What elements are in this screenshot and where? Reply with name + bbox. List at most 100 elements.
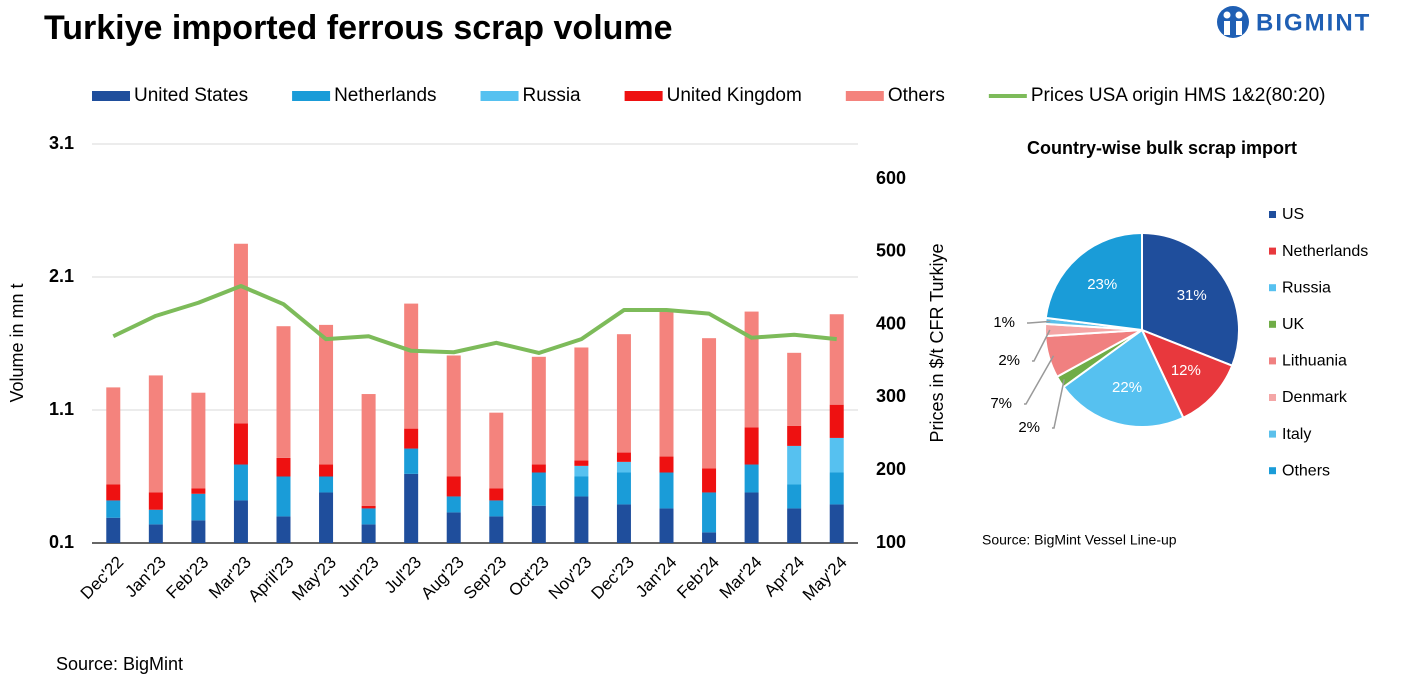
legend-marker <box>1269 284 1276 292</box>
legend-label: Netherlands <box>334 85 436 106</box>
bar-segment <box>574 460 589 466</box>
legend-marker <box>1269 320 1276 328</box>
bar-segment <box>276 516 291 543</box>
logo-icon-bar <box>1236 21 1242 35</box>
bar-segment <box>233 423 248 465</box>
bar-segment <box>361 505 376 509</box>
bar-segment <box>148 492 163 510</box>
bar-segment <box>191 392 206 489</box>
y2-tick-label: 300 <box>876 386 906 406</box>
bar-segment <box>574 476 589 497</box>
bar-segment <box>276 476 291 517</box>
pie-label: 2% <box>1018 419 1040 436</box>
leader-line <box>1027 320 1051 324</box>
bar-segment <box>446 512 461 543</box>
pie-title: Country-wise bulk scrap import <box>1027 138 1297 158</box>
bar-segment <box>191 520 206 543</box>
logo-icon-dot <box>1223 11 1231 19</box>
page-title: Turkiye imported ferrous scrap volume <box>44 9 673 47</box>
pie-slice <box>1044 231 1143 332</box>
bar-segment <box>276 457 291 477</box>
legend-label: UK <box>1282 316 1305 333</box>
y2-tick-label: 400 <box>876 313 906 333</box>
bar-segment <box>702 468 717 493</box>
legend-marker <box>1269 467 1276 475</box>
legend-marker <box>1269 211 1276 218</box>
bar-segment <box>191 488 206 494</box>
bar-segment <box>361 524 376 543</box>
bar-segment <box>659 456 674 473</box>
bar-segment <box>574 347 589 461</box>
bar-segment <box>616 452 631 462</box>
bar-segment <box>531 356 546 465</box>
bar-segment <box>787 508 802 543</box>
bar-segment <box>489 500 504 517</box>
x-tick-label: April'23 <box>244 553 297 606</box>
legend-label: Lithuania <box>1282 353 1347 370</box>
y2-tick-label: 200 <box>876 459 906 479</box>
bar-segment <box>702 492 717 533</box>
x-tick-label: Jan'23 <box>121 553 169 601</box>
bar-segment <box>148 524 163 543</box>
bar-segment <box>446 355 461 477</box>
leader-line <box>1032 329 1051 362</box>
x-tick-label: Aug'23 <box>417 553 467 603</box>
bar-segment <box>787 352 802 426</box>
pie-label: 12% <box>1171 362 1201 379</box>
pie-label: 7% <box>990 395 1012 412</box>
bar-segment <box>233 243 248 424</box>
legend-label: Netherlands <box>1282 243 1368 260</box>
bar-segment <box>191 493 206 521</box>
bar-segment <box>531 505 546 543</box>
source: Source: BigMint <box>56 654 183 674</box>
bar-segment <box>446 476 461 497</box>
bar-segment <box>744 427 759 465</box>
x-tick-label: Oct'23 <box>505 553 553 601</box>
bar-segment <box>829 504 844 543</box>
pie-slice <box>1141 231 1240 368</box>
legend-label: Others <box>1282 462 1330 479</box>
x-tick-label: Sep'23 <box>460 553 510 603</box>
x-tick-label: Dec'23 <box>587 553 637 603</box>
bar-segment <box>319 492 334 543</box>
logo-icon-bar <box>1224 21 1230 35</box>
bar-segment <box>702 338 717 469</box>
pie-label: 31% <box>1177 287 1207 304</box>
bar-segment <box>659 311 674 457</box>
leader-line <box>1024 355 1055 405</box>
legend-marker <box>1269 247 1276 255</box>
y-tick-label: 3.1 <box>49 133 74 153</box>
bar-segment <box>616 334 631 453</box>
source: Source: BigMint Vessel Line-up <box>982 532 1177 548</box>
bar-segment <box>744 492 759 543</box>
legend-marker <box>1269 357 1276 365</box>
bar-segment <box>489 516 504 543</box>
bar-segment <box>489 412 504 489</box>
bar-segment <box>616 461 631 473</box>
bar-segment <box>829 437 844 473</box>
legend-marker <box>1269 430 1276 438</box>
bar-segment <box>616 504 631 543</box>
y2-tick-label: 600 <box>876 168 906 188</box>
bar-segment <box>744 464 759 493</box>
y2-tick-label: 100 <box>876 532 906 552</box>
bar-segment <box>787 445 802 485</box>
x-tick-label: Jan'24 <box>632 553 680 601</box>
legend-marker <box>480 91 519 101</box>
x-tick-label: Feb'23 <box>163 553 213 603</box>
legend-label: Italy <box>1282 426 1311 443</box>
bar-segment <box>829 314 844 405</box>
bar-segment <box>616 472 631 505</box>
y-tick-label: 2.1 <box>49 266 74 286</box>
leader-line <box>1052 379 1065 429</box>
y-tick-label: 0.1 <box>49 532 74 552</box>
bar-segment <box>276 326 291 458</box>
bar-segment <box>574 465 589 477</box>
bar-segment <box>148 375 163 493</box>
bar-segment <box>404 448 419 474</box>
logo: BIGMINT <box>1217 6 1369 38</box>
legend-marker <box>92 91 130 101</box>
legend-label: United Kingdom <box>667 85 802 106</box>
legend-label: Russia <box>1282 279 1331 296</box>
